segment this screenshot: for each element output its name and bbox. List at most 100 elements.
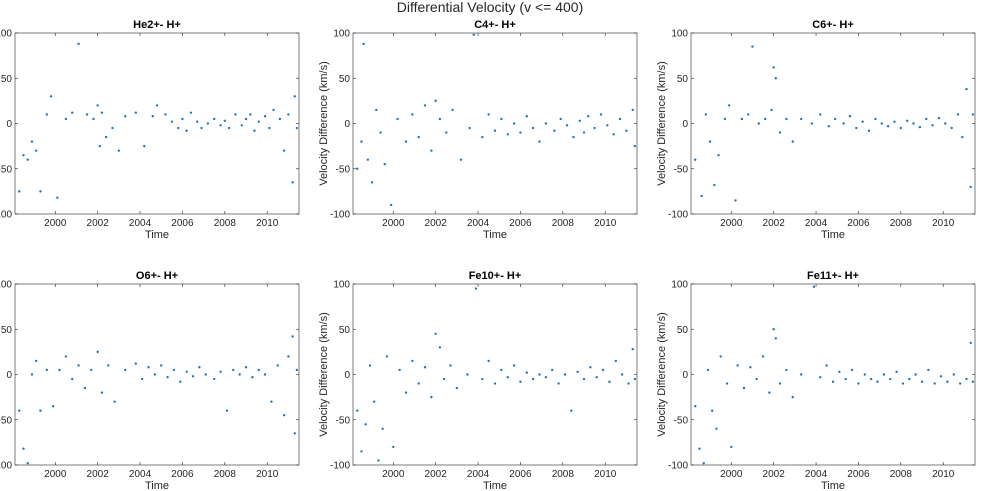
data-point bbox=[244, 117, 248, 121]
x-tick-label: 2008 bbox=[214, 469, 237, 480]
x-axis-label: Time bbox=[821, 480, 845, 491]
data-point bbox=[287, 355, 290, 358]
data-point bbox=[417, 135, 420, 139]
data-point bbox=[727, 104, 731, 107]
data-point bbox=[445, 131, 448, 134]
x-tick-label: 2006 bbox=[171, 469, 194, 480]
data-point bbox=[538, 140, 541, 143]
data-point bbox=[268, 126, 271, 130]
data-point bbox=[740, 117, 744, 121]
data-point bbox=[71, 111, 74, 114]
data-point bbox=[45, 368, 48, 372]
x-tick-label: 2004 bbox=[467, 469, 490, 480]
data-point bbox=[730, 445, 733, 449]
data-point bbox=[578, 119, 581, 122]
x-tick-label: 2004 bbox=[129, 469, 152, 480]
data-point bbox=[944, 122, 947, 125]
data-point bbox=[631, 108, 634, 112]
y-tick-label: -50 bbox=[0, 164, 12, 175]
x-tick-label: 2000 bbox=[720, 218, 743, 229]
data-point bbox=[971, 380, 975, 383]
data-point bbox=[26, 158, 29, 161]
data-point bbox=[191, 375, 195, 378]
data-point bbox=[160, 364, 163, 367]
data-point bbox=[493, 382, 497, 385]
y-tick-label: 50 bbox=[1, 74, 13, 85]
data-point bbox=[282, 414, 286, 417]
data-point bbox=[64, 117, 68, 121]
data-point bbox=[170, 120, 174, 123]
data-point bbox=[356, 409, 359, 412]
data-point bbox=[219, 124, 222, 127]
data-point bbox=[276, 364, 280, 367]
data-point bbox=[557, 382, 560, 385]
data-point bbox=[715, 427, 718, 430]
data-point bbox=[761, 355, 765, 358]
data-point bbox=[206, 122, 210, 125]
data-point bbox=[694, 404, 697, 408]
y-tick-label: 0 bbox=[344, 370, 350, 381]
data-point bbox=[282, 149, 286, 152]
data-point bbox=[98, 144, 101, 148]
x-tick-label: 2006 bbox=[509, 218, 532, 229]
data-point bbox=[582, 131, 586, 134]
data-point bbox=[825, 364, 828, 367]
data-point bbox=[791, 140, 794, 143]
data-point bbox=[774, 337, 777, 340]
axes-frame bbox=[690, 283, 976, 466]
data-point bbox=[708, 140, 712, 143]
data-point bbox=[213, 117, 216, 121]
data-point bbox=[39, 409, 42, 412]
x-tick-label: 2010 bbox=[932, 218, 955, 229]
data-point bbox=[287, 113, 290, 116]
data-point bbox=[134, 111, 138, 114]
data-point bbox=[293, 432, 296, 435]
data-point bbox=[601, 368, 605, 372]
data-point bbox=[434, 332, 437, 335]
data-point bbox=[869, 377, 873, 381]
y-tick-label: -100 bbox=[0, 210, 12, 221]
data-point bbox=[411, 359, 414, 363]
data-point bbox=[874, 117, 877, 121]
data-point bbox=[362, 42, 365, 46]
data-point bbox=[625, 129, 628, 132]
data-point bbox=[702, 461, 705, 465]
data-point bbox=[487, 359, 490, 363]
data-point bbox=[895, 370, 898, 373]
data-point bbox=[531, 377, 535, 381]
data-point bbox=[785, 117, 788, 121]
data-point bbox=[937, 116, 941, 120]
data-point bbox=[570, 409, 573, 412]
data-point bbox=[438, 117, 442, 121]
data-point bbox=[819, 376, 822, 379]
data-point bbox=[772, 328, 775, 331]
data-point bbox=[34, 149, 38, 152]
data-point bbox=[525, 115, 528, 118]
data-point bbox=[512, 364, 516, 367]
data-point bbox=[151, 115, 154, 118]
data-point bbox=[576, 370, 579, 373]
data-point bbox=[356, 167, 359, 170]
data-point bbox=[232, 368, 235, 372]
data-point bbox=[411, 113, 414, 116]
data-point bbox=[430, 395, 433, 399]
x-tick-label: 2000 bbox=[44, 469, 67, 480]
data-point bbox=[544, 376, 548, 379]
y-tick-label: -100 bbox=[0, 461, 12, 472]
data-point bbox=[861, 120, 864, 123]
data-point bbox=[134, 362, 138, 365]
data-point bbox=[49, 95, 53, 98]
data-point bbox=[366, 158, 370, 161]
x-axis-label: Time bbox=[483, 229, 507, 241]
data-point bbox=[538, 373, 541, 376]
data-point bbox=[512, 122, 516, 125]
x-tick-label: 2000 bbox=[720, 469, 743, 480]
data-point bbox=[153, 373, 157, 376]
x-tick-label: 2008 bbox=[552, 469, 575, 480]
data-point bbox=[519, 380, 522, 383]
data-point bbox=[698, 447, 701, 450]
data-point bbox=[189, 111, 193, 114]
data-point bbox=[755, 377, 758, 381]
data-point bbox=[627, 382, 630, 385]
data-point bbox=[104, 135, 108, 139]
